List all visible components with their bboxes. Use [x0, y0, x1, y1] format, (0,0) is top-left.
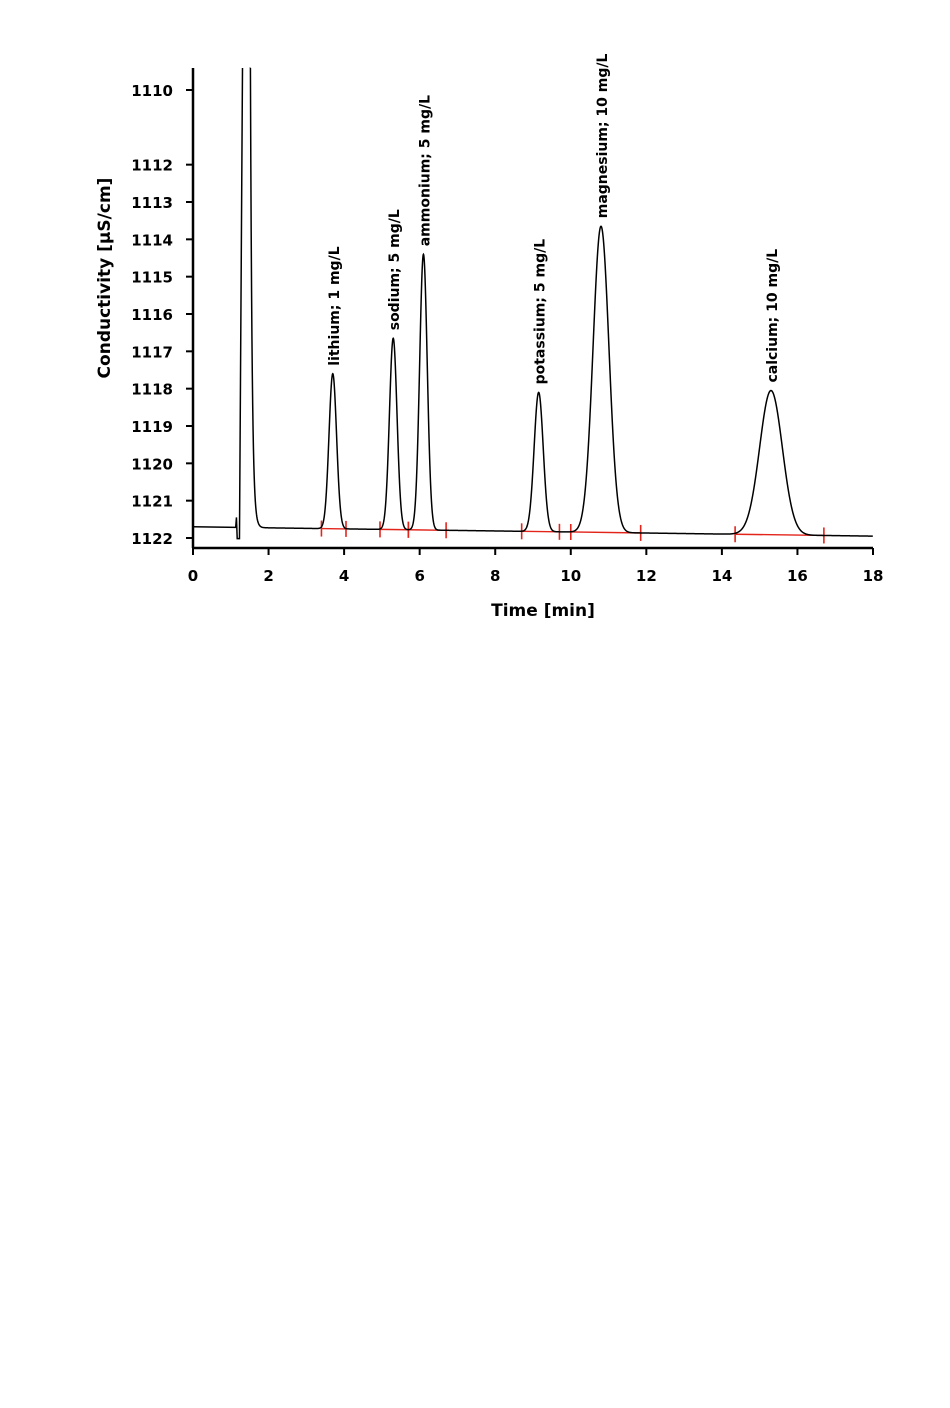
peak-label: lithium; 1 mg/L — [327, 246, 343, 365]
y-tick-label: 1121 — [131, 493, 173, 511]
y-tick-label: 1110 — [131, 82, 173, 100]
x-tick-label: 12 — [636, 567, 657, 585]
peak-label: sodium; 5 mg/L — [387, 209, 403, 330]
peak-label: potassium; 5 mg/L — [533, 239, 549, 385]
y-tick-label: 1116 — [131, 306, 173, 324]
x-tick-label: 0 — [188, 567, 198, 585]
x-axis-title: Time [min] — [491, 601, 595, 621]
y-tick-label: 1115 — [131, 269, 173, 287]
x-tick-label: 10 — [560, 567, 581, 585]
peak-label: magnesium; 10 mg/L — [595, 54, 611, 219]
x-tick-label: 16 — [787, 567, 808, 585]
ticks: 0 2 4 6 8 10 12 14 16 18 1110 1112 1113 1114 1115 1116 1… — [131, 82, 883, 585]
x-tick-label: 4 — [339, 567, 349, 585]
x-tick-label: 18 — [863, 567, 884, 585]
chromatogram-trace — [192, 67, 873, 540]
chart-canvas: 0 2 4 6 8 10 12 14 16 18 1110 1112 1113 1114 1115 1116 1… — [95, 54, 883, 621]
x-tick-label: 2 — [263, 567, 273, 585]
x-tick-label: 14 — [711, 567, 732, 585]
chromatogram-trace-group — [192, 67, 873, 540]
y-axis-title: Conductivity [µS/cm] — [95, 178, 115, 379]
y-tick-label: 1114 — [131, 231, 173, 249]
peak-label: ammonium; 5 mg/L — [417, 95, 433, 246]
x-tick-label: 6 — [414, 567, 424, 585]
chromatogram-chart: 0 2 4 6 8 10 12 14 16 18 1110 1112 1113 1114 1115 1116 1… — [0, 0, 950, 700]
y-tick-label: 1112 — [131, 157, 173, 175]
x-tick-label: 8 — [490, 567, 500, 585]
y-tick-label: 1113 — [131, 194, 173, 212]
y-tick-label: 1119 — [131, 418, 173, 436]
y-tick-label: 1122 — [131, 530, 173, 548]
axes — [191, 68, 873, 550]
peak-labels: lithium; 1 mg/L sodium; 5 mg/L ammonium; 5… — [327, 54, 781, 385]
y-tick-label: 1117 — [131, 343, 173, 361]
y-tick-label: 1118 — [131, 381, 173, 399]
y-tick-label: 1120 — [131, 455, 173, 473]
peak-label: calcium; 10 mg/L — [765, 249, 781, 383]
